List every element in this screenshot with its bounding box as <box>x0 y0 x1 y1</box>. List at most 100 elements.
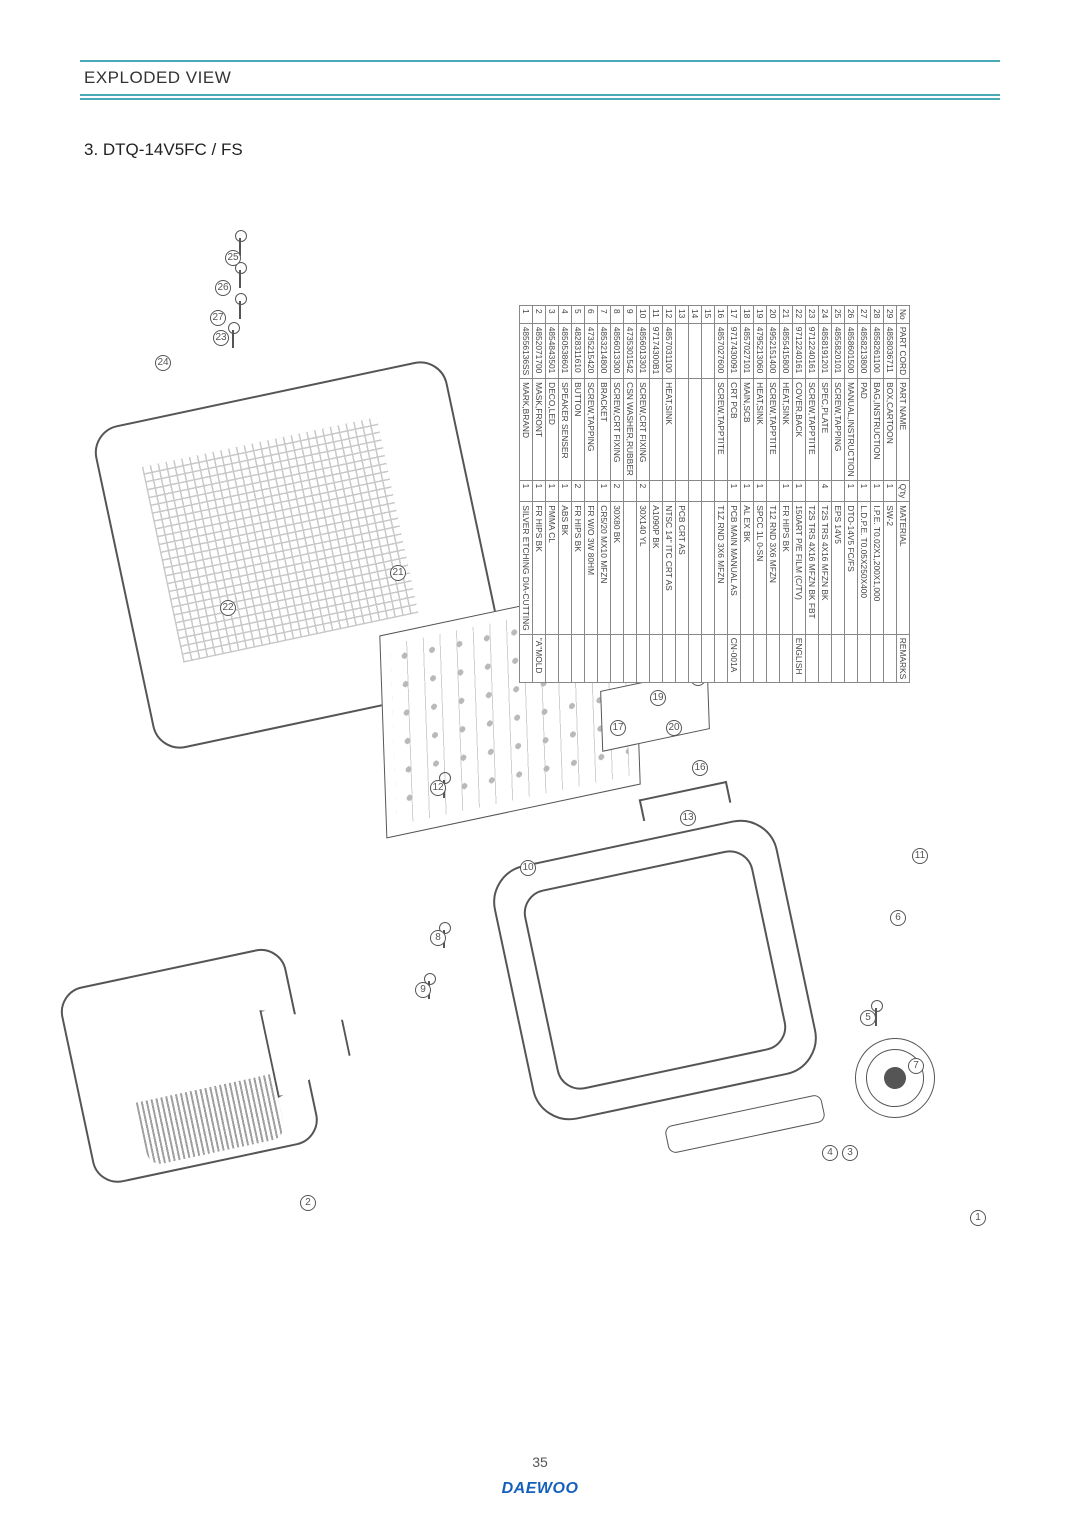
model-subtitle: 3. DTQ-14V5FC / FS <box>80 140 1000 160</box>
table-cell <box>689 634 702 682</box>
table-cell: SCREW,TAPPING <box>585 379 598 480</box>
front-bezel <box>486 813 824 1128</box>
table-cell: 4 <box>559 306 572 324</box>
callout-12: 12 <box>430 780 446 796</box>
table-cell: FR W/O 3W 80HM <box>585 502 598 634</box>
table-row: 214855415800HEAT,SINK1FR HIPS BK <box>780 306 793 683</box>
table-row: 184857027101MAIN,SCB1AL EX BK <box>741 306 754 683</box>
table-cell: BUTTON <box>572 379 585 480</box>
table-cell: 9 <box>624 306 637 324</box>
table-cell <box>663 480 676 502</box>
table-cell <box>598 634 611 682</box>
table-cell: 9712240161 <box>793 323 806 378</box>
table-cell: SILVER ETCHING DIA-CUTTING <box>520 502 533 634</box>
table-cell: 15 <box>702 306 715 324</box>
table-row: 94735301542CSN WASHER,RUBBER <box>624 306 637 683</box>
table-cell: 6 <box>585 306 598 324</box>
table-cell: HEAT,SINK <box>754 379 767 480</box>
table-cell <box>650 634 663 682</box>
table-cell: 4735215420 <box>585 323 598 378</box>
table-cell: FR HIPS BK <box>572 502 585 634</box>
table-cell <box>715 480 728 502</box>
table-cell <box>663 634 676 682</box>
table-row: 54828311610BUTTON2FR HIPS BK <box>572 306 585 683</box>
table-cell: 4858191201 <box>819 323 832 378</box>
table-row: 64735215420SCREW,TAPPING FR W/O 3W 80HM <box>585 306 598 683</box>
table-cell <box>572 634 585 682</box>
table-row: 34854843501DECO,LED1PMMA CL <box>546 306 559 683</box>
table-cell: HEAT,SINK <box>663 379 676 480</box>
table-row: 164857027600SCREW,TAPPTITET1Z RND 3X6 MF… <box>715 306 728 683</box>
section-title: EXPLODED VIEW <box>84 68 231 87</box>
parts-table: NoPART CORDPART NAMEQ'tyMATERIALREMARKS … <box>519 305 910 683</box>
table-row: 124857031100HEAT,SINKNTSC 14" ITC CRT AS <box>663 306 676 683</box>
parts-col-header: PART NAME <box>897 379 910 480</box>
table-cell <box>585 634 598 682</box>
table-cell: SCREW,TAPPTITE <box>715 379 728 480</box>
table-row: 15 <box>702 306 715 683</box>
table-cell: FR HIPS BK <box>533 502 546 634</box>
table-row: 74853214800BRACKET1CR5/20 MX10 MFZN <box>598 306 611 683</box>
table-cell: 4858036711 <box>884 323 897 378</box>
parts-col-header: Q'ty <box>897 480 910 502</box>
table-cell: 4952151400 <box>767 323 780 378</box>
table-cell: 5 <box>572 306 585 324</box>
table-cell <box>676 323 689 378</box>
table-cell: SPEC,PLATE <box>819 379 832 480</box>
table-cell: 27 <box>858 306 871 324</box>
table-cell <box>871 634 884 682</box>
table-cell: 1 <box>754 480 767 502</box>
table-cell <box>520 634 533 682</box>
table-cell <box>611 634 624 682</box>
table-cell: I.P.E. T0.02X1,200X1,000 <box>871 502 884 634</box>
table-cell: 1 <box>858 480 871 502</box>
callout-27: 27 <box>210 310 226 326</box>
table-cell: 22 <box>793 306 806 324</box>
table-cell: SCREW,TAPPTITE <box>767 379 780 480</box>
table-cell: T12 RND 3X6 MFZN <box>767 502 780 634</box>
table-row: 148556136SSMARK,BRAND1SILVER ETCHING DIA… <box>520 306 533 683</box>
table-cell <box>624 502 637 634</box>
table-cell <box>676 634 689 682</box>
table-cell: 18 <box>741 306 754 324</box>
table-cell: 12 <box>663 306 676 324</box>
table-cell: 4795213060 <box>754 323 767 378</box>
crt-assembly <box>56 934 384 1247</box>
table-cell: 97174300B1 <box>650 323 663 378</box>
table-cell: 25 <box>832 306 845 324</box>
table-cell: CSN WASHER,RUBBER <box>624 379 637 480</box>
table-cell: 4 <box>819 480 832 502</box>
table-cell: MAIN,SCB <box>741 379 754 480</box>
table-cell: PAD <box>858 379 871 480</box>
table-cell <box>832 480 845 502</box>
table-cell: 1 <box>793 480 806 502</box>
table-row: 239712240161SCREW,TAPPTITET2S TRS 4X16 M… <box>806 306 819 683</box>
table-row: 229712240161COVER,BACK1150ART P/E FILM (… <box>793 306 806 683</box>
callout-21: 21 <box>390 565 406 581</box>
table-cell: 1 <box>520 306 533 324</box>
table-cell <box>845 634 858 682</box>
callout-11: 11 <box>912 848 928 864</box>
table-cell: "A"MOLD <box>533 634 546 682</box>
table-cell: MANUAL,INSTRUCTION <box>845 379 858 480</box>
callout-17: 17 <box>610 720 626 736</box>
table-cell <box>689 480 702 502</box>
table-cell: 17 <box>728 306 741 324</box>
table-cell: ENGLISH <box>793 634 806 682</box>
table-cell: SCREW,TAPPTITE <box>806 379 819 480</box>
table-cell: 16 <box>715 306 728 324</box>
table-cell: 1 <box>559 480 572 502</box>
table-cell: MARK,BRAND <box>520 379 533 480</box>
page-number: 35 <box>0 1454 1080 1470</box>
table-cell: 14 <box>689 306 702 324</box>
table-cell: 3 <box>546 306 559 324</box>
table-cell: 1 <box>546 480 559 502</box>
table-cell: 48556136SS <box>520 323 533 378</box>
table-cell: PCB CRT AS <box>676 502 689 634</box>
table-cell: 23 <box>806 306 819 324</box>
table-row: 194795213060HEAT,SINK1SPCC 1L 0-SN <box>754 306 767 683</box>
table-cell: T1Z RND 3X6 MFZN <box>715 502 728 634</box>
table-cell <box>689 379 702 480</box>
table-cell: PCB MAIN MANUAL AS <box>728 502 741 634</box>
table-cell: 30X80 BK <box>611 502 624 634</box>
